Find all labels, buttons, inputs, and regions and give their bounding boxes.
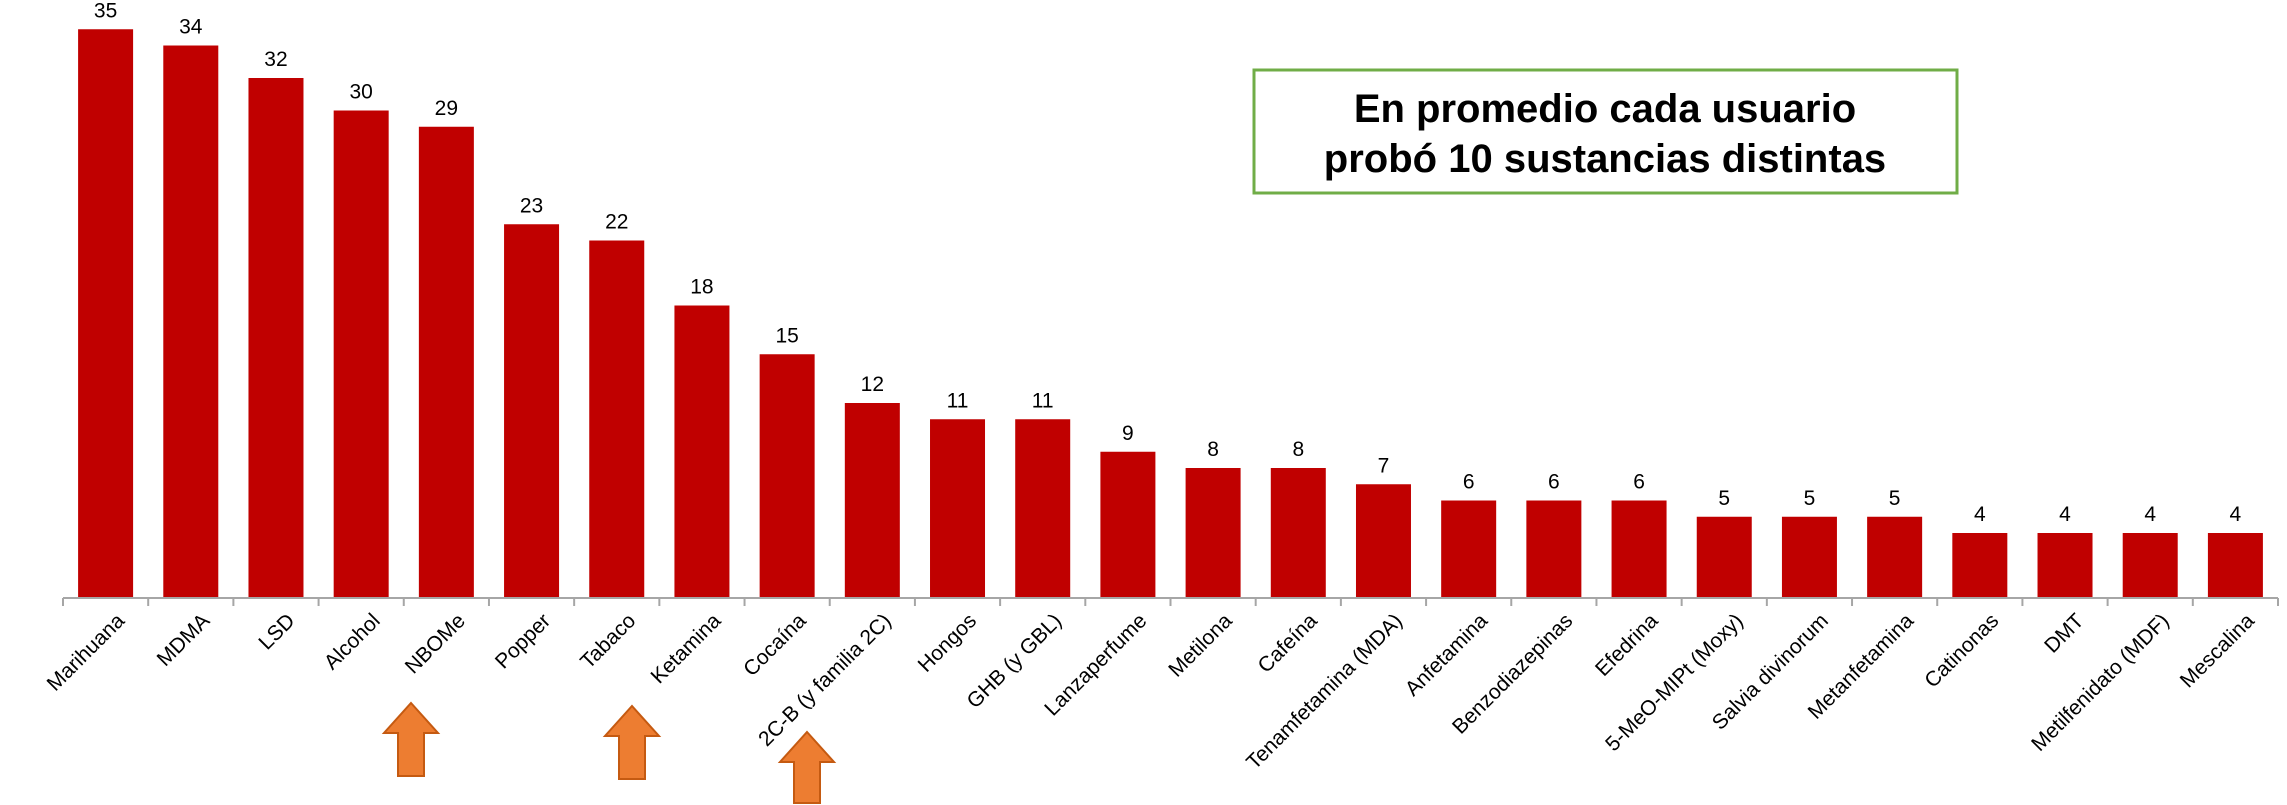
bar [1526,500,1582,598]
bar [1015,419,1071,598]
value-label: 4 [1974,503,1986,526]
bar [248,78,304,598]
bar [589,240,645,598]
x-tick-label: Hongos [914,609,981,676]
bar [1355,484,1411,598]
x-tick-label: Cafeína [1254,609,1322,677]
bar [1185,468,1241,598]
x-tick-label: Ketamina [646,609,725,688]
bar [1100,451,1156,598]
arrow [381,701,441,777]
bar [1270,468,1326,598]
value-label: 29 [435,97,458,120]
bar [1441,500,1497,598]
bar [844,403,900,598]
bar [163,45,219,598]
value-label: 4 [2144,503,2156,526]
value-label: 9 [1122,422,1134,445]
x-tick-label: NBOMe [401,609,470,678]
bar [333,110,389,598]
value-label: 4 [2059,503,2071,526]
value-label: 5 [1718,487,1730,510]
value-label: 15 [775,324,798,347]
x-tick-label: Anfetamina [1401,609,1493,701]
bar [2037,533,2093,598]
x-tick-label: Cocaína [739,609,811,681]
value-label: 18 [690,276,713,299]
arrow [777,730,837,804]
value-label: 8 [1292,438,1304,461]
x-tick-label: LSD [254,609,299,654]
bar [78,29,134,598]
x-tick-label: DMT [2040,609,2089,658]
value-label: 5 [1804,487,1816,510]
x-tick-label: Catinonas [1920,609,2003,692]
bar [1696,516,1752,598]
value-label: 6 [1548,471,1560,494]
value-label: 4 [2230,503,2242,526]
bar [2122,533,2178,598]
bar [674,305,730,598]
annotation-box [1252,68,1959,195]
value-label: 30 [349,81,372,104]
value-label: 6 [1463,471,1475,494]
x-tick-label: Popper [491,609,555,673]
value-label: 32 [264,48,287,71]
value-label: 7 [1378,454,1390,477]
bar [1781,516,1837,598]
x-tick-label: Mescalina [2176,609,2259,692]
value-label: 22 [605,211,628,234]
x-tick-label: MDMA [153,609,215,671]
arrows [381,701,837,804]
value-label: 35 [94,0,117,22]
bar [759,354,815,598]
value-label: 8 [1207,438,1219,461]
bar [418,126,474,598]
x-tick-label: Efedrina [1591,609,1663,681]
x-tick-label: Metilona [1164,609,1237,682]
x-tick-label: Marihuana [43,609,130,696]
arrow [602,704,662,780]
bar [1867,516,1923,598]
bar [930,419,986,598]
bar [1952,533,2008,598]
bar [2207,533,2263,598]
value-label: 12 [861,373,884,396]
x-tick-label: Tenamfetamina (MDA) [1242,609,1407,774]
bar [504,224,560,598]
value-label: 6 [1633,471,1645,494]
value-label: 23 [520,194,543,217]
x-tick-label: Alcohol [320,609,385,674]
value-label: 11 [1032,389,1054,412]
bar [1611,500,1667,598]
annotation-line: probó 10 sustancias distintas [1324,137,1886,181]
x-tick-label: Tabaco [576,609,640,673]
value-label: 11 [947,389,969,412]
value-label: 5 [1889,487,1901,510]
annotation-line: En promedio cada usuario [1354,87,1856,131]
value-label: 34 [179,16,203,39]
